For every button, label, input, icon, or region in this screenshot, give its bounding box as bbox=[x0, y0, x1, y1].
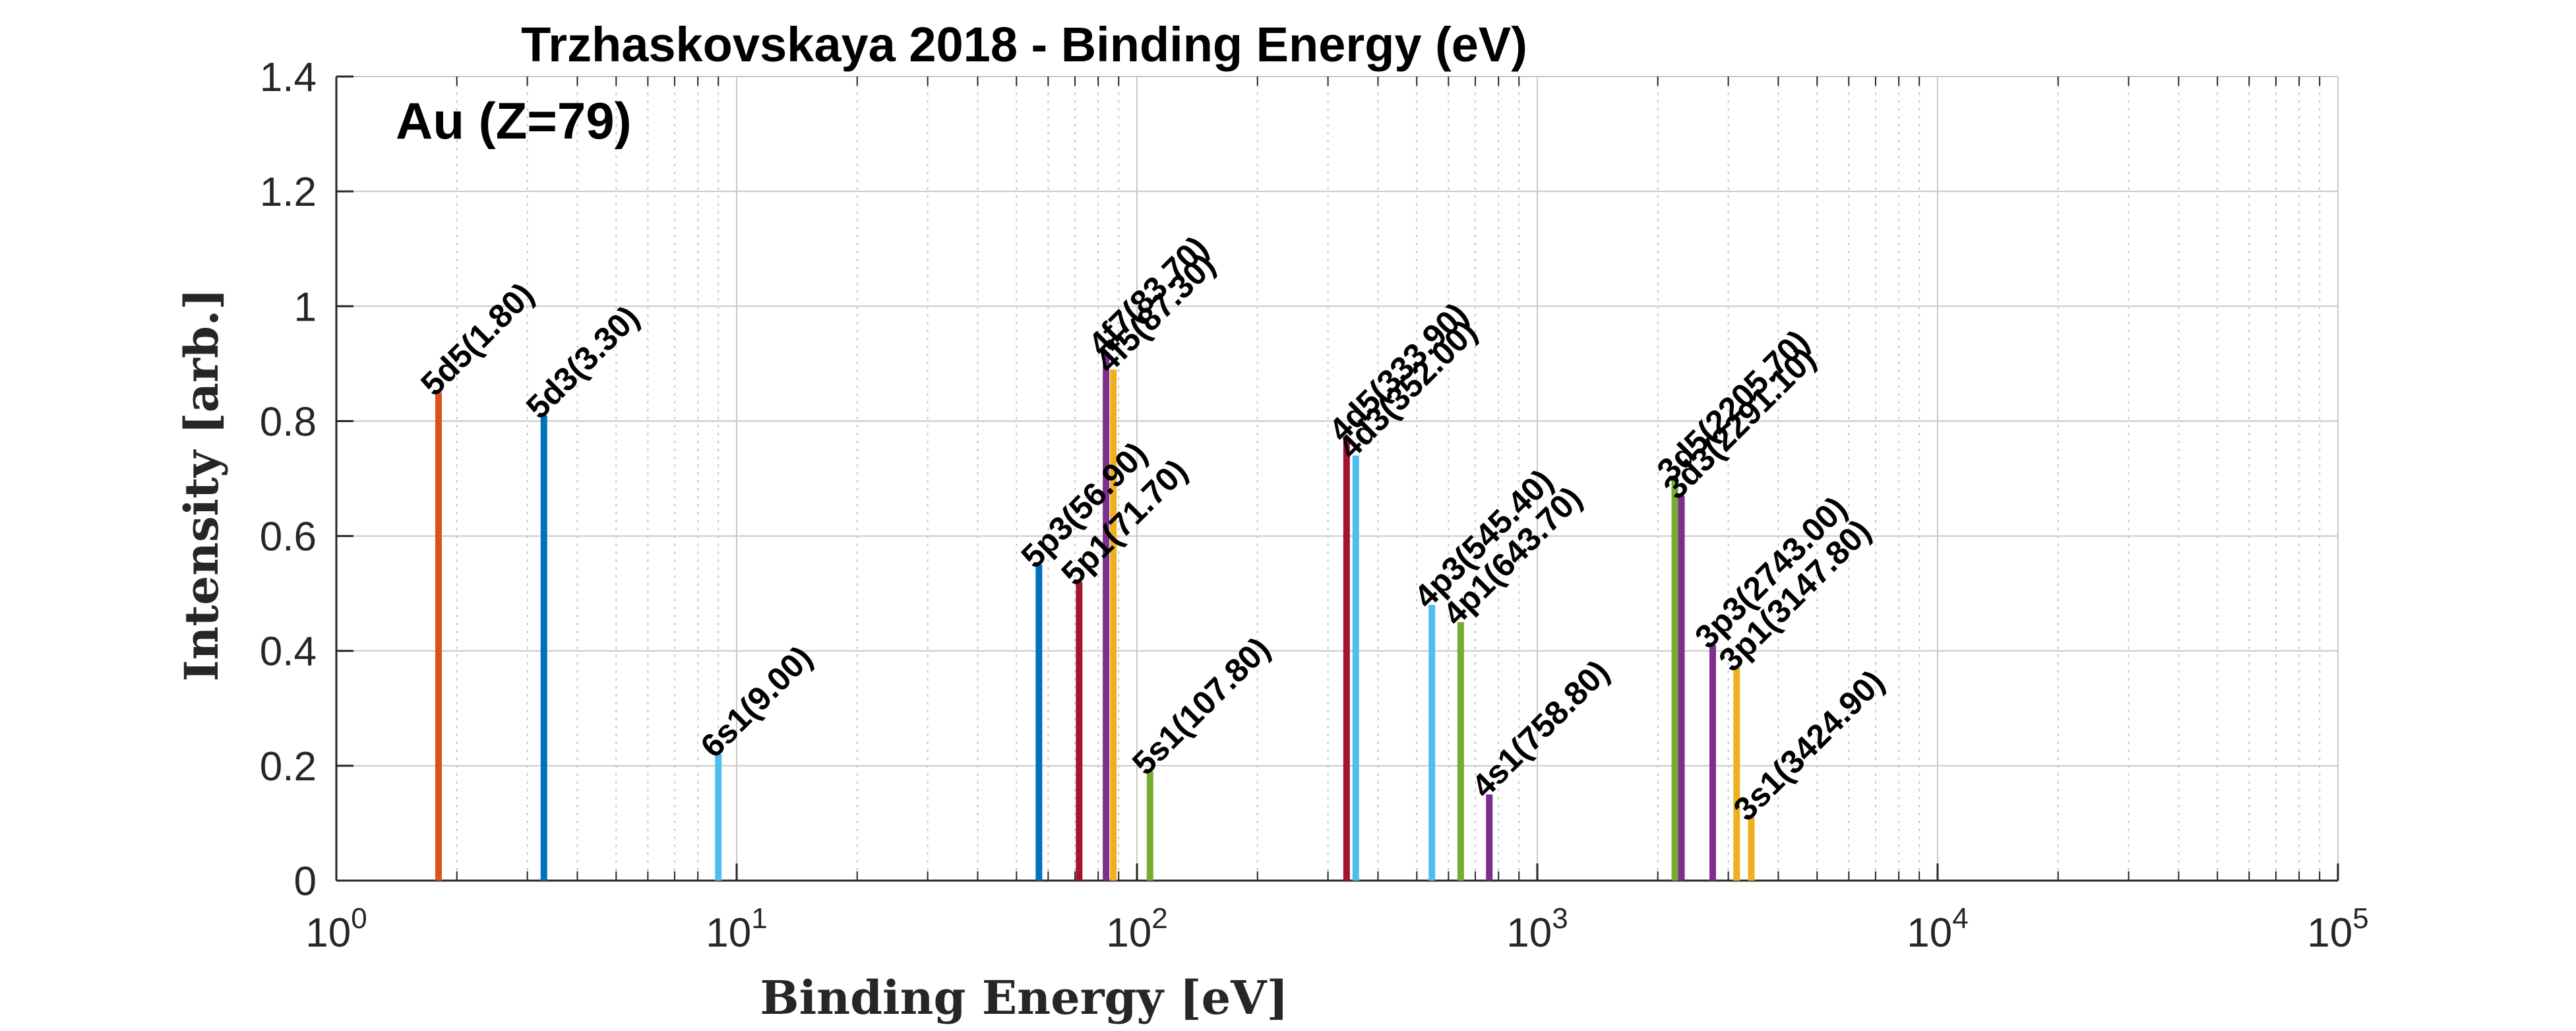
ticks: 100 101 102 103 104 105 0 0.2 0.4 0.6 0.8 1 1.2 1.4 bbox=[260, 55, 2369, 956]
line-labels: 5d5(1.80)5d3(3.30)6s1(9.00)5p3(56.90)5p1… bbox=[414, 229, 1891, 828]
x-tick-label: 104 bbox=[1907, 902, 1968, 956]
x-tick-label: 105 bbox=[2307, 902, 2368, 956]
y-tick-label: 0.8 bbox=[260, 399, 317, 445]
binding-energy-label: 4s1(758.80) bbox=[1464, 653, 1616, 805]
grid bbox=[336, 76, 2339, 881]
element-annotation: Au (Z=79) bbox=[396, 92, 632, 150]
binding-energy-label: 6s1(9.00) bbox=[693, 639, 819, 765]
y-tick-label: 0.2 bbox=[260, 744, 317, 790]
binding-energy-label: 5d3(3.30) bbox=[519, 299, 646, 426]
binding-energy-label: 5d5(1.80) bbox=[414, 276, 541, 403]
binding-energy-label: 4d3(352.00) bbox=[1331, 313, 1484, 466]
y-tick-label: 1.4 bbox=[260, 55, 317, 100]
axes bbox=[335, 77, 2338, 882]
x-tick-label: 101 bbox=[706, 902, 767, 956]
y-tick-label: 0 bbox=[294, 859, 317, 904]
binding-energy-label: 3d3(2291.10) bbox=[1657, 340, 1823, 507]
y-tick-label: 0.6 bbox=[260, 515, 317, 560]
x-tick-label: 102 bbox=[1106, 902, 1167, 956]
y-tick-label: 1 bbox=[294, 284, 317, 330]
binding-energy-label: 5s1(107.80) bbox=[1125, 630, 1277, 782]
y-tick-label: 1.2 bbox=[260, 170, 317, 215]
bars bbox=[435, 352, 1755, 881]
x-tick-label: 100 bbox=[305, 902, 367, 956]
y-axis-label: Intensity [arb.] bbox=[174, 288, 229, 682]
x-axis-label: Binding Energy [eV] bbox=[760, 970, 1288, 1025]
binding-energy-label: 3s1(3424.90) bbox=[1727, 663, 1891, 828]
chart-title: Trzhaskovskaya 2018 - Binding Energy (eV… bbox=[521, 17, 1527, 72]
x-tick-label: 103 bbox=[1506, 902, 1568, 956]
y-tick-label: 0.4 bbox=[260, 629, 317, 675]
